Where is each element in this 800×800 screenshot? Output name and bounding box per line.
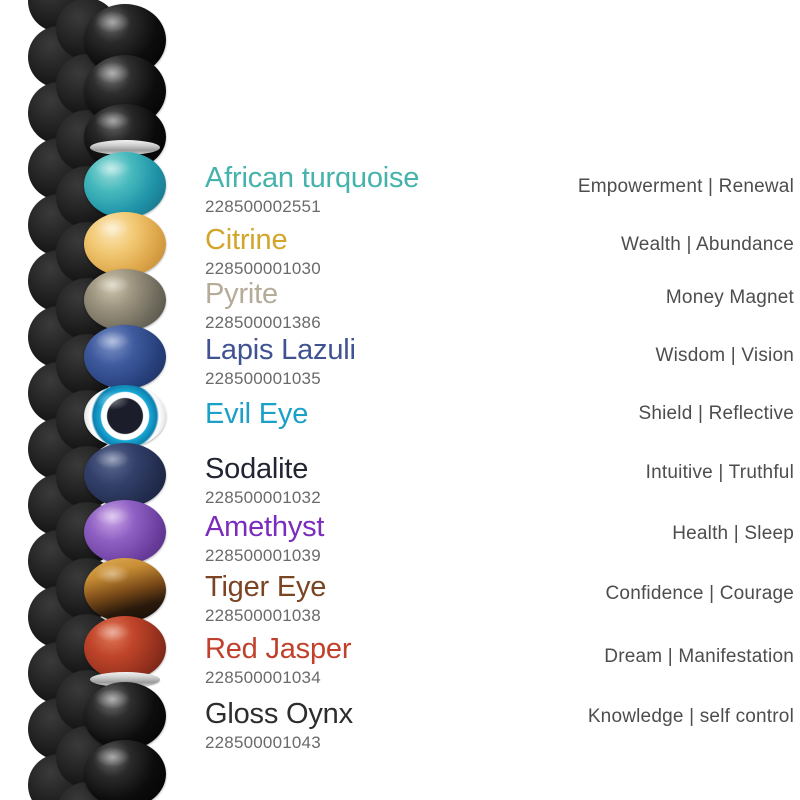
stone-meaning: Intuitive | Truthful [645, 462, 794, 483]
stone-meaning: Money Magnet [665, 287, 794, 308]
stone-entry: Tiger Eye 228500001038 [205, 571, 327, 625]
stone-sku: 228500001032 [205, 488, 321, 507]
stone-sku: 228500001039 [205, 546, 321, 565]
evil-eye-bead [84, 385, 166, 447]
gloss-onyx-bead [84, 682, 166, 750]
stone-meaning: Wealth | Abundance [621, 234, 794, 255]
stone-meaning: Wisdom | Vision [655, 345, 794, 366]
stone-name: Tiger Eye [205, 571, 327, 603]
stone-entry: Lapis Lazuli 228500001035 [205, 334, 356, 388]
stone-name: Amethyst [205, 511, 325, 543]
stone-name: Citrine [205, 224, 288, 256]
stone-sku: 228500001035 [205, 369, 321, 388]
lapis-lazuli-bead [84, 325, 166, 389]
spacer-bead [90, 140, 160, 155]
stone-entry: Citrine 228500001030 [205, 224, 321, 278]
stone-name: African turquoise [205, 162, 420, 194]
stone-sku: 228500001043 [205, 733, 321, 752]
stone-entry: Gloss Oynx 228500001043 [205, 698, 353, 752]
stone-name-column: African turquoise 228500002551 Citrine 2285… [205, 0, 505, 800]
bracelet-image [0, 0, 190, 800]
stone-sku: 228500001038 [205, 606, 321, 625]
stone-entry: Amethyst 228500001039 [205, 511, 325, 565]
stone-name: Evil Eye [205, 398, 309, 430]
tiger-eye-bead [84, 558, 166, 622]
stone-meaning: Shield | Reflective [638, 403, 794, 424]
stone-meaning: Dream | Manifestation [604, 646, 794, 667]
stone-entry: Red Jasper 228500001034 [205, 633, 352, 687]
stone-name: Red Jasper [205, 633, 352, 665]
stone-sku: 228500001034 [205, 668, 321, 687]
sodalite-bead [84, 443, 166, 507]
citrine-bead [84, 212, 166, 276]
gloss-onyx-bead [84, 740, 166, 800]
stone-sku: 228500001386 [205, 313, 321, 332]
stone-name: Lapis Lazuli [205, 334, 356, 366]
pyrite-bead [84, 269, 166, 331]
stone-meaning: Empowerment | Renewal [577, 176, 794, 197]
gemstone-bead-strand [84, 0, 168, 800]
stone-name: Pyrite [205, 278, 278, 310]
stone-entry: Sodalite 228500001032 [205, 453, 321, 507]
red-jasper-bead [84, 616, 166, 680]
amethyst-bead [84, 500, 166, 564]
stone-meaning-column: Empowerment | Renewal Wealth | Abundance M… [520, 0, 800, 800]
african-turquoise-bead [84, 152, 166, 218]
stone-meaning: Health | Sleep [672, 523, 794, 544]
stone-sku: 228500002551 [205, 197, 321, 216]
stone-entry: African turquoise 228500002551 [205, 162, 420, 216]
stone-sku: 228500001030 [205, 259, 321, 278]
stone-meaning: Knowledge | self control [587, 706, 794, 727]
stone-name: Gloss Oynx [205, 698, 353, 730]
spacer-bead [90, 672, 160, 687]
stone-entry: Evil Eye [205, 400, 308, 429]
stone-meaning: Confidence | Courage [605, 583, 794, 604]
stone-entry: Pyrite 228500001386 [205, 278, 321, 332]
stone-name: Sodalite [205, 453, 309, 485]
